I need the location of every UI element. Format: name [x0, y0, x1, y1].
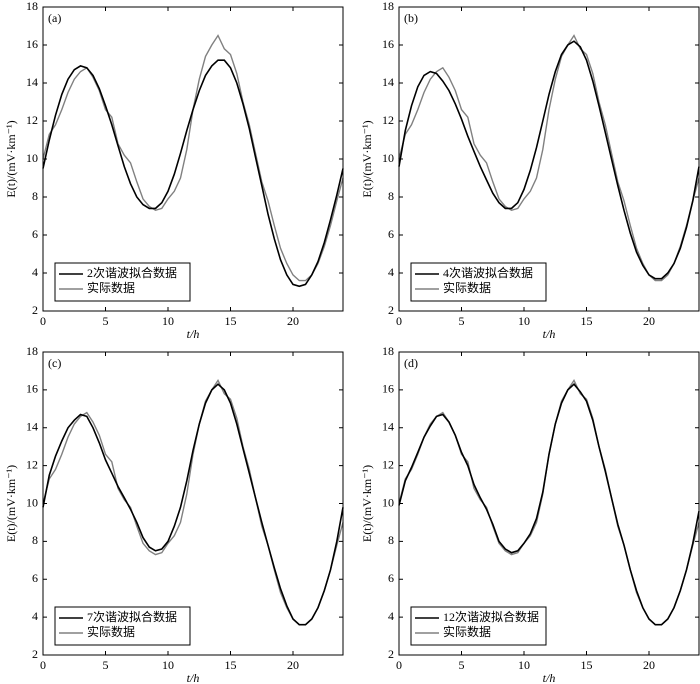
x-tick-label: 5 [103, 314, 109, 328]
x-tick-label: 15 [581, 658, 593, 672]
y-tick-label: 14 [382, 420, 394, 434]
y-tick-label: 2 [388, 647, 394, 661]
y-tick-label: 10 [26, 151, 38, 165]
panel-label: (d) [404, 356, 418, 370]
y-tick-label: 4 [388, 265, 394, 279]
y-axis-label: E(t)/(mV·km⁻¹) [4, 120, 18, 197]
y-tick-label: 12 [26, 457, 38, 471]
y-tick-label: 12 [26, 113, 38, 127]
x-tick-label: 20 [287, 658, 299, 672]
x-tick-label: 0 [40, 658, 46, 672]
axes-frame [398, 6, 700, 312]
x-axis-label: t/h [187, 327, 200, 341]
y-tick-label: 18 [382, 0, 394, 13]
legend-label: 实际数据 [87, 624, 135, 639]
y-tick-label: 10 [382, 151, 394, 165]
legend-label: 实际数据 [443, 624, 491, 639]
series-line [398, 40, 700, 280]
y-axis-label: E(t)/(mV·km⁻¹) [360, 465, 374, 542]
y-tick-label: 14 [26, 75, 38, 89]
x-tick-label: 10 [162, 658, 174, 672]
y-tick-label: 10 [26, 495, 38, 509]
y-tick-label: 8 [388, 189, 394, 203]
y-tick-label: 2 [32, 303, 38, 317]
legend-label: 实际数据 [443, 280, 491, 295]
x-tick-label: 20 [643, 658, 655, 672]
x-tick-label: 5 [103, 658, 109, 672]
y-tick-label: 16 [382, 382, 394, 396]
y-tick-label: 16 [382, 37, 394, 51]
y-tick-label: 2 [32, 647, 38, 661]
y-axis-label: E(t)/(mV·km⁻¹) [360, 120, 374, 197]
axes-frame [398, 351, 700, 656]
y-tick-label: 6 [388, 571, 394, 585]
x-tick-label: 5 [459, 314, 465, 328]
x-tick-label: 0 [396, 314, 402, 328]
x-tick-label: 15 [225, 314, 237, 328]
legend-label: 2次谐波拟合数据 [87, 265, 177, 280]
x-tick-label: 10 [162, 314, 174, 328]
legend-label: 4次谐波拟合数据 [443, 265, 533, 280]
y-tick-label: 4 [32, 265, 38, 279]
plot-area [399, 352, 699, 655]
y-tick-label: 10 [382, 495, 394, 509]
panel-label: (c) [48, 356, 61, 370]
x-axis-label: t/h [187, 671, 200, 684]
y-tick-label: 12 [382, 113, 394, 127]
panel-label: (b) [404, 11, 418, 25]
x-tick-label: 10 [518, 658, 530, 672]
y-tick-label: 14 [26, 420, 38, 434]
legend-box [410, 606, 547, 646]
y-tick-label: 8 [32, 533, 38, 547]
x-tick-label: 5 [459, 658, 465, 672]
plot-area [399, 7, 699, 311]
x-tick-label: 15 [581, 314, 593, 328]
y-tick-label: 16 [26, 37, 38, 51]
y-tick-label: 8 [32, 189, 38, 203]
x-axis-label: t/h [543, 671, 556, 684]
x-tick-label: 20 [287, 314, 299, 328]
y-tick-label: 16 [26, 382, 38, 396]
y-tick-label: 14 [382, 75, 394, 89]
series-line [42, 59, 344, 288]
x-tick-label: 0 [40, 314, 46, 328]
x-tick-label: 10 [518, 314, 530, 328]
y-tick-label: 6 [32, 227, 38, 241]
series-line [42, 383, 344, 626]
x-axis-label: t/h [543, 327, 556, 341]
legend-box [54, 606, 191, 646]
axes-frame [42, 351, 344, 656]
y-tick-label: 18 [26, 0, 38, 13]
y-tick-label: 6 [388, 227, 394, 241]
x-tick-label: 0 [396, 658, 402, 672]
series-line [398, 383, 700, 626]
axes-frame [42, 6, 344, 312]
legend-label: 7次谐波拟合数据 [87, 609, 177, 624]
y-tick-label: 6 [32, 571, 38, 585]
plot-area [43, 7, 343, 311]
legend-box [410, 262, 547, 302]
x-tick-label: 15 [225, 658, 237, 672]
x-tick-label: 20 [643, 314, 655, 328]
y-tick-label: 4 [388, 609, 394, 623]
legend-label: 12次谐波拟合数据 [443, 609, 539, 624]
y-tick-label: 12 [382, 457, 394, 471]
panel-label: (a) [48, 11, 61, 25]
y-tick-label: 4 [32, 609, 38, 623]
y-tick-label: 18 [26, 344, 38, 358]
y-tick-label: 2 [388, 303, 394, 317]
y-tick-label: 8 [388, 533, 394, 547]
plot-area [43, 352, 343, 655]
y-tick-label: 18 [382, 344, 394, 358]
legend-box [54, 262, 191, 302]
legend-label: 实际数据 [87, 280, 135, 295]
y-axis-label: E(t)/(mV·km⁻¹) [4, 465, 18, 542]
